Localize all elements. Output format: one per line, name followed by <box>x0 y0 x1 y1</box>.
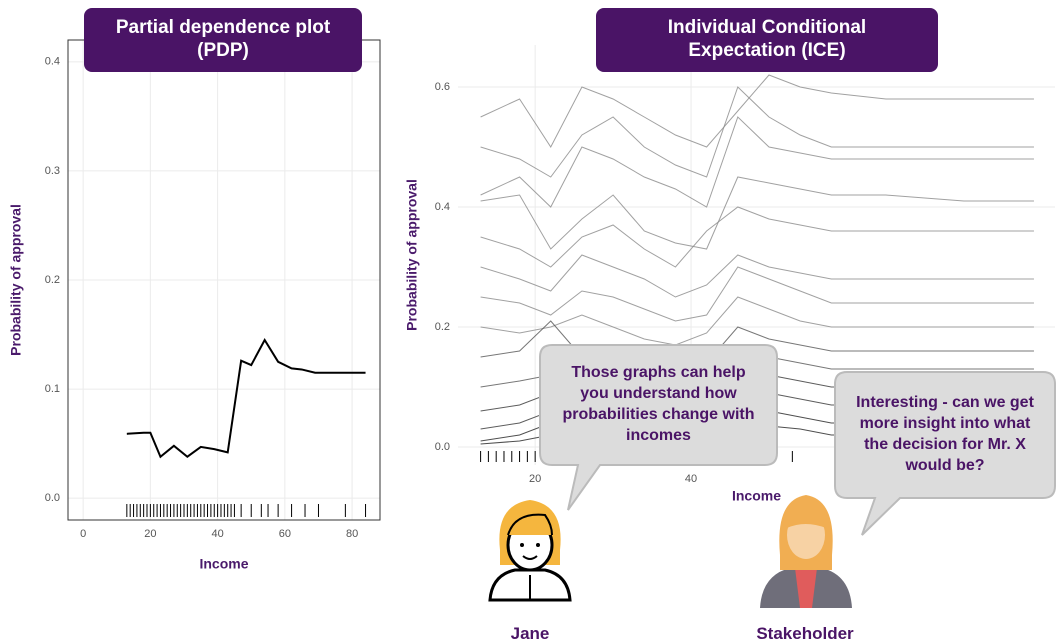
person-name: Stakeholder <box>725 624 885 644</box>
speech-text: Those graphs can help you understand how… <box>540 345 777 465</box>
speech-text: Interesting - can we get more insight in… <box>835 372 1055 498</box>
overlay <box>0 0 1063 644</box>
chart-title: Partial dependence plot (PDP) <box>84 8 362 72</box>
jane-icon <box>490 500 570 600</box>
chart-title: Individual Conditional Expectation (ICE) <box>596 8 938 72</box>
person-name: Jane <box>450 624 610 644</box>
slide: 0.00.10.20.30.4020406080IncomeProbabilit… <box>0 0 1063 644</box>
stakeholder-icon <box>760 495 852 608</box>
